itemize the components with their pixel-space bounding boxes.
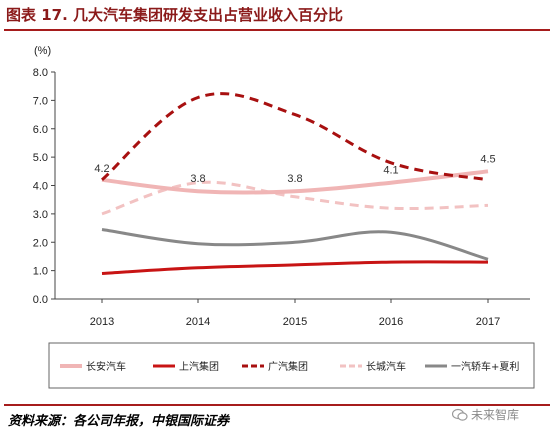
legend-label: 广汽集团: [268, 360, 308, 373]
legend-label: 长安汽车: [86, 360, 126, 373]
y-tick-label: 0.0: [33, 294, 48, 306]
source-note: 资料来源：各公司年报，中银国际证券: [8, 414, 230, 429]
y-tick-label: 7.0: [33, 95, 48, 107]
footer-rule: [4, 404, 550, 406]
watermark: 未来智库: [452, 406, 519, 423]
y-tick-label: 6.0: [33, 124, 48, 136]
y-tick-label: 2.0: [33, 237, 48, 249]
chart-title: 图表 17. 几大汽车集团研发支出占营业收入百分比: [6, 6, 344, 24]
y-axis-label: (%): [34, 45, 51, 57]
series-line-2: [101, 92, 489, 182]
series-line-1: [101, 260, 489, 275]
y-tick-label: 1.0: [33, 266, 48, 278]
x-tick-label: 2013: [90, 316, 114, 328]
y-tick-label: 5.0: [33, 152, 48, 164]
legend-box: [48, 342, 535, 389]
y-tick-label: 3.0: [33, 209, 48, 221]
data-label: 3.8: [287, 173, 302, 185]
series-line-4: [101, 227, 489, 261]
data-label: 4.2: [94, 163, 109, 175]
data-label: 3.8: [190, 173, 205, 185]
y-tick-label: 8.0: [33, 67, 48, 79]
line-chart: 0.0 1.0 2.0 3.0 4.0 5.0 6.0 7.0 8.0 (%) 2013 2014 20…: [33, 45, 535, 389]
data-label: 4.5: [480, 153, 495, 165]
series-line-3: [101, 180, 489, 216]
legend-label: 一汽轿车+夏利: [451, 360, 519, 373]
x-tick-label: 2016: [379, 316, 403, 328]
x-tick-label: 2015: [283, 316, 307, 328]
watermark-text: 未来智库: [471, 408, 520, 422]
series-line-0: [101, 169, 489, 195]
y-tick-label: 4.0: [33, 181, 48, 193]
legend-label: 长城汽车: [366, 360, 406, 373]
x-tick-label: 2014: [186, 316, 210, 328]
wechat-icon: [452, 408, 468, 421]
x-tick-label: 2017: [476, 316, 500, 328]
title-rule: [4, 29, 550, 31]
legend-label: 上汽集团: [179, 360, 219, 373]
data-label: 4.1: [383, 165, 398, 177]
